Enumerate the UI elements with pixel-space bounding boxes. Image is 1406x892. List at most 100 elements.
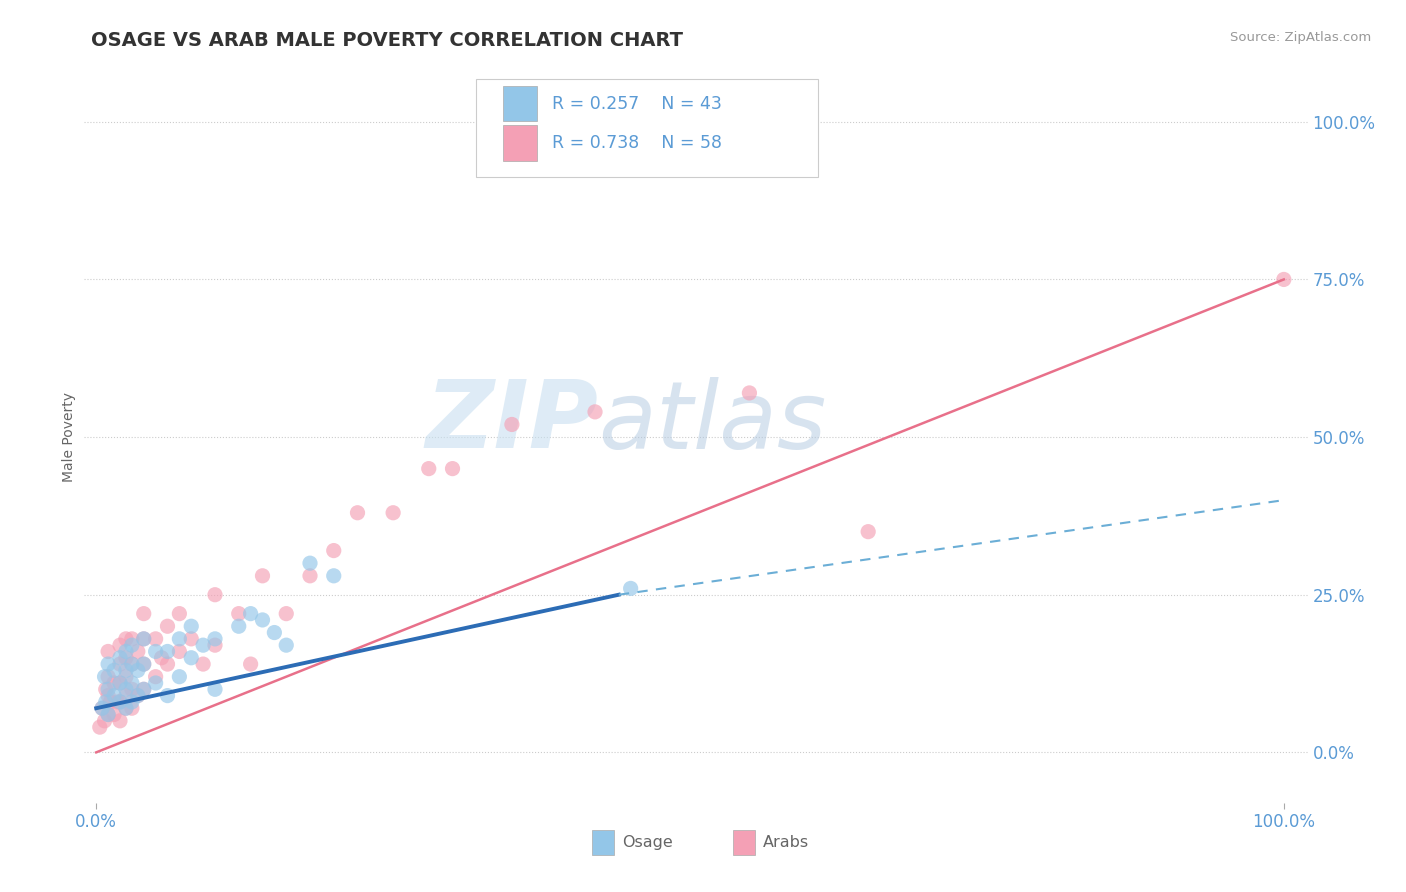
Text: Osage: Osage xyxy=(623,835,673,850)
Point xyxy=(145,676,167,690)
Point xyxy=(322,543,344,558)
FancyBboxPatch shape xyxy=(592,830,614,855)
Point xyxy=(620,582,643,596)
Point xyxy=(115,701,138,715)
Point xyxy=(121,638,143,652)
Point xyxy=(103,689,125,703)
Point xyxy=(738,386,761,401)
Point xyxy=(169,607,191,621)
Point xyxy=(276,607,298,621)
Point xyxy=(583,405,606,419)
Point xyxy=(228,619,250,633)
Point xyxy=(127,644,149,658)
Point xyxy=(115,644,138,658)
Point xyxy=(501,417,523,432)
Point xyxy=(204,638,226,652)
Point xyxy=(276,638,298,652)
Text: R = 0.257    N = 43: R = 0.257 N = 43 xyxy=(551,95,721,112)
Point xyxy=(1272,272,1295,286)
Point xyxy=(89,720,111,734)
Point xyxy=(169,644,191,658)
Point xyxy=(156,657,179,671)
Point xyxy=(97,689,120,703)
Point xyxy=(108,676,131,690)
Text: R = 0.738    N = 58: R = 0.738 N = 58 xyxy=(551,134,721,152)
Point xyxy=(115,664,138,678)
Point xyxy=(150,650,173,665)
FancyBboxPatch shape xyxy=(733,830,755,855)
Point xyxy=(132,682,155,697)
Point xyxy=(180,650,202,665)
Point xyxy=(156,619,179,633)
FancyBboxPatch shape xyxy=(475,78,818,178)
Point xyxy=(115,650,138,665)
Point xyxy=(132,607,155,621)
Point xyxy=(121,682,143,697)
Point xyxy=(97,707,120,722)
Point xyxy=(145,644,167,658)
Point xyxy=(180,619,202,633)
Text: Arabs: Arabs xyxy=(763,835,810,850)
Point xyxy=(132,632,155,646)
Point xyxy=(94,682,117,697)
Point xyxy=(180,632,202,646)
Point xyxy=(127,664,149,678)
Point xyxy=(93,670,115,684)
Point xyxy=(97,657,120,671)
Point xyxy=(132,657,155,671)
Point xyxy=(322,569,344,583)
Point xyxy=(108,676,131,690)
Point xyxy=(121,695,143,709)
Point xyxy=(145,670,167,684)
Point xyxy=(263,625,285,640)
Point xyxy=(239,657,262,671)
Point xyxy=(204,632,226,646)
Point xyxy=(169,632,191,646)
Y-axis label: Male Poverty: Male Poverty xyxy=(62,392,76,482)
Point xyxy=(382,506,405,520)
Point xyxy=(121,701,143,715)
Point xyxy=(132,657,155,671)
Point xyxy=(127,689,149,703)
Point xyxy=(97,682,120,697)
Point xyxy=(103,676,125,690)
Point xyxy=(103,707,125,722)
Point xyxy=(108,695,131,709)
Point xyxy=(108,638,131,652)
Point xyxy=(132,632,155,646)
Point xyxy=(97,670,120,684)
Point xyxy=(418,461,440,475)
Point xyxy=(91,701,114,715)
Point xyxy=(191,638,214,652)
Point xyxy=(115,632,138,646)
Point xyxy=(121,657,143,671)
FancyBboxPatch shape xyxy=(503,126,537,161)
Point xyxy=(156,689,179,703)
Point xyxy=(145,632,167,646)
Point xyxy=(93,714,115,728)
Point xyxy=(169,670,191,684)
Point xyxy=(121,632,143,646)
Point xyxy=(115,689,138,703)
Point xyxy=(107,695,129,709)
Point xyxy=(252,613,274,627)
Point xyxy=(441,461,464,475)
Text: Source: ZipAtlas.com: Source: ZipAtlas.com xyxy=(1230,31,1371,45)
Point xyxy=(108,650,131,665)
Point xyxy=(856,524,879,539)
Point xyxy=(115,670,138,684)
Point xyxy=(91,701,114,715)
Point xyxy=(156,644,179,658)
Text: OSAGE VS ARAB MALE POVERTY CORRELATION CHART: OSAGE VS ARAB MALE POVERTY CORRELATION C… xyxy=(91,31,683,50)
Point xyxy=(97,644,120,658)
Point xyxy=(228,607,250,621)
Point xyxy=(115,701,138,715)
Point xyxy=(204,588,226,602)
Point xyxy=(346,506,368,520)
FancyBboxPatch shape xyxy=(503,86,537,121)
Point xyxy=(97,707,120,722)
Point xyxy=(298,556,321,570)
Point xyxy=(127,689,149,703)
Point xyxy=(121,676,143,690)
Text: atlas: atlas xyxy=(598,377,827,468)
